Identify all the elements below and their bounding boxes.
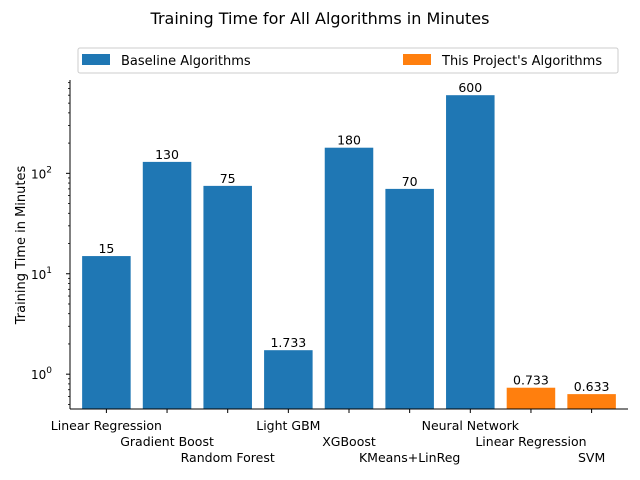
- bar-value-label: 0.633: [574, 379, 610, 394]
- x-tick-label: KMeans+LinReg: [359, 450, 460, 465]
- bar-value-label: 0.733: [513, 373, 549, 388]
- x-tick-label: Neural Network: [422, 418, 520, 433]
- bar-value-label: 130: [155, 147, 179, 162]
- plot-area: 100 101 102 15 Linear Regression 130 Gradient …: [31, 80, 616, 465]
- legend-label-baseline: Baseline Algorithms: [121, 54, 251, 69]
- legend: Baseline Algorithms This Project's Algor…: [77, 47, 619, 74]
- bar-value-label: 15: [98, 241, 114, 256]
- x-tick-label: Light GBM: [256, 418, 320, 433]
- x-tick-label: Linear Regression: [475, 434, 586, 449]
- bar-value-label: 180: [337, 133, 361, 148]
- legend-swatch-project: [403, 54, 431, 65]
- bar-value-label: 75: [220, 171, 236, 186]
- x-tick-label: XGBoost: [322, 434, 376, 449]
- bar: [506, 387, 556, 409]
- bar: [446, 95, 495, 409]
- x-tick-label: SVM: [578, 450, 605, 465]
- x-tick-label: Random Forest: [181, 450, 275, 465]
- y-tick-label: 102: [31, 165, 52, 181]
- bar: [264, 350, 313, 409]
- legend-swatch-baseline: [82, 54, 110, 65]
- bar-value-label: 70: [402, 174, 418, 189]
- legend-label-project: This Project's Algorithms: [441, 54, 602, 69]
- bar: [324, 147, 374, 409]
- legend-frame: [77, 47, 619, 74]
- bar: [142, 161, 192, 409]
- bar: [385, 188, 434, 409]
- bar-value-label: 1.733: [270, 335, 306, 350]
- x-tick-label: Gradient Boost: [120, 434, 214, 449]
- x-tick-label: Linear Regression: [51, 418, 162, 433]
- bar: [567, 394, 616, 409]
- bar-value-label: 600: [458, 80, 482, 95]
- y-axis-label: Training Time in Minutes: [14, 166, 29, 326]
- y-tick-label: 100: [31, 366, 52, 382]
- bar: [82, 256, 131, 409]
- chart-title: Training Time for All Algorithms in Minu…: [150, 9, 490, 28]
- bar: [203, 185, 252, 409]
- y-tick-label: 101: [31, 266, 52, 282]
